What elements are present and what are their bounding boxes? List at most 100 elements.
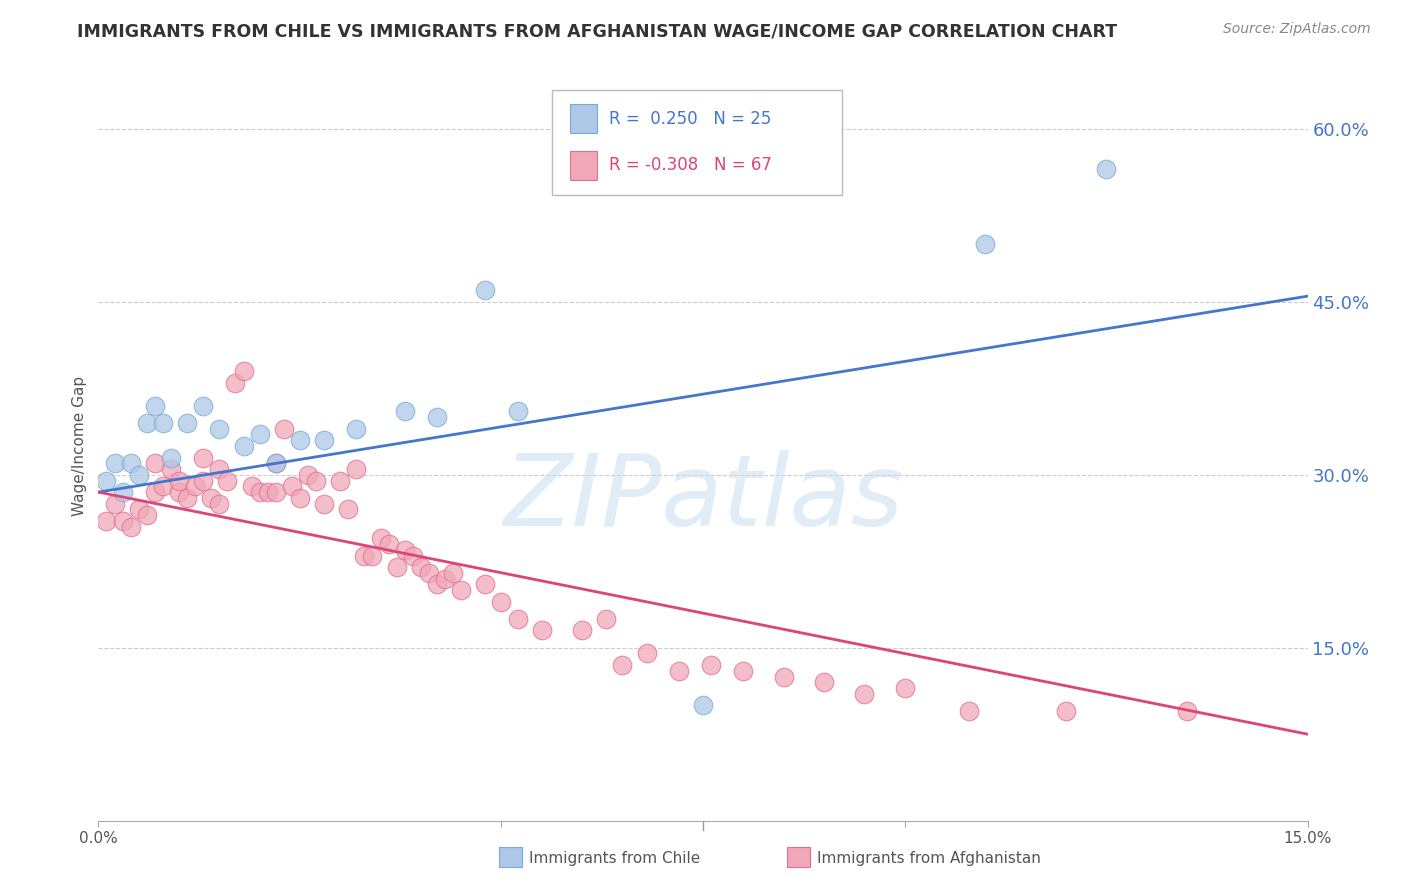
Text: IMMIGRANTS FROM CHILE VS IMMIGRANTS FROM AFGHANISTAN WAGE/INCOME GAP CORRELATION: IMMIGRANTS FROM CHILE VS IMMIGRANTS FROM… [77, 22, 1118, 40]
Point [143, 456, 166, 470]
Point [1175, 704, 1198, 718]
Point [103, 497, 125, 511]
Point [893, 681, 915, 695]
Point [571, 624, 593, 638]
Point [474, 284, 496, 298]
Point [160, 462, 183, 476]
Point [184, 479, 207, 493]
Point [337, 502, 360, 516]
Point [636, 647, 658, 661]
Point [288, 491, 311, 505]
Point [394, 542, 416, 557]
Point [120, 456, 142, 470]
Point [135, 416, 157, 430]
Point [385, 560, 408, 574]
Point [353, 549, 375, 563]
Point [128, 502, 150, 516]
Point [200, 491, 222, 505]
Point [595, 612, 617, 626]
Text: R = -0.308   N = 67: R = -0.308 N = 67 [609, 156, 772, 174]
Point [217, 474, 239, 488]
Point [208, 462, 231, 476]
Point [208, 422, 231, 436]
Text: Immigrants from Chile: Immigrants from Chile [529, 851, 700, 865]
Point [344, 462, 367, 476]
Point [176, 491, 198, 505]
Point [700, 658, 723, 673]
Point [692, 698, 714, 713]
Point [143, 399, 166, 413]
Point [491, 594, 513, 608]
Point [288, 434, 311, 448]
Point [152, 479, 174, 493]
Y-axis label: Wage/Income Gap: Wage/Income Gap [72, 376, 87, 516]
Point [1095, 162, 1118, 177]
Point [249, 485, 271, 500]
Point [668, 664, 690, 678]
Point [377, 537, 399, 551]
Point [152, 416, 174, 430]
Bar [569, 104, 596, 133]
Point [853, 687, 876, 701]
Point [208, 497, 231, 511]
Point [160, 450, 183, 465]
Text: Source: ZipAtlas.com: Source: ZipAtlas.com [1223, 22, 1371, 37]
FancyBboxPatch shape [551, 90, 842, 195]
Text: Immigrants from Afghanistan: Immigrants from Afghanistan [817, 851, 1040, 865]
Point [612, 658, 634, 673]
Point [224, 376, 246, 390]
Point [813, 675, 835, 690]
Text: ZIPatlas: ZIPatlas [503, 450, 903, 547]
Point [96, 474, 118, 488]
Point [314, 497, 336, 511]
Point [1054, 704, 1077, 718]
Point [409, 560, 432, 574]
Point [426, 577, 449, 591]
Point [232, 364, 254, 378]
Point [361, 549, 384, 563]
Point [441, 566, 464, 580]
Point [281, 479, 304, 493]
Point [418, 566, 440, 580]
Point [96, 514, 118, 528]
Point [193, 450, 215, 465]
Point [135, 508, 157, 523]
Point [297, 467, 319, 482]
Point [273, 422, 295, 436]
Point [370, 531, 392, 545]
Point [506, 612, 529, 626]
Point [103, 456, 125, 470]
Point [426, 410, 449, 425]
Point [450, 583, 472, 598]
Point [128, 467, 150, 482]
Point [264, 456, 287, 470]
Point [314, 434, 336, 448]
Point [176, 416, 198, 430]
Point [506, 404, 529, 418]
Point [120, 519, 142, 533]
Text: R =  0.250   N = 25: R = 0.250 N = 25 [609, 110, 770, 128]
Point [111, 485, 134, 500]
Point [167, 474, 190, 488]
Point [264, 485, 287, 500]
Point [232, 439, 254, 453]
Bar [569, 151, 596, 179]
Point [772, 669, 794, 683]
Point [957, 704, 980, 718]
Point [193, 474, 215, 488]
Point [264, 456, 287, 470]
Point [143, 485, 166, 500]
Point [249, 427, 271, 442]
Point [344, 422, 367, 436]
Point [530, 624, 553, 638]
Point [167, 485, 190, 500]
Point [256, 485, 278, 500]
Point [193, 399, 215, 413]
Point [402, 549, 425, 563]
Point [111, 514, 134, 528]
Point [974, 237, 997, 252]
Point [474, 577, 496, 591]
Point [305, 474, 328, 488]
Point [394, 404, 416, 418]
Point [434, 572, 457, 586]
